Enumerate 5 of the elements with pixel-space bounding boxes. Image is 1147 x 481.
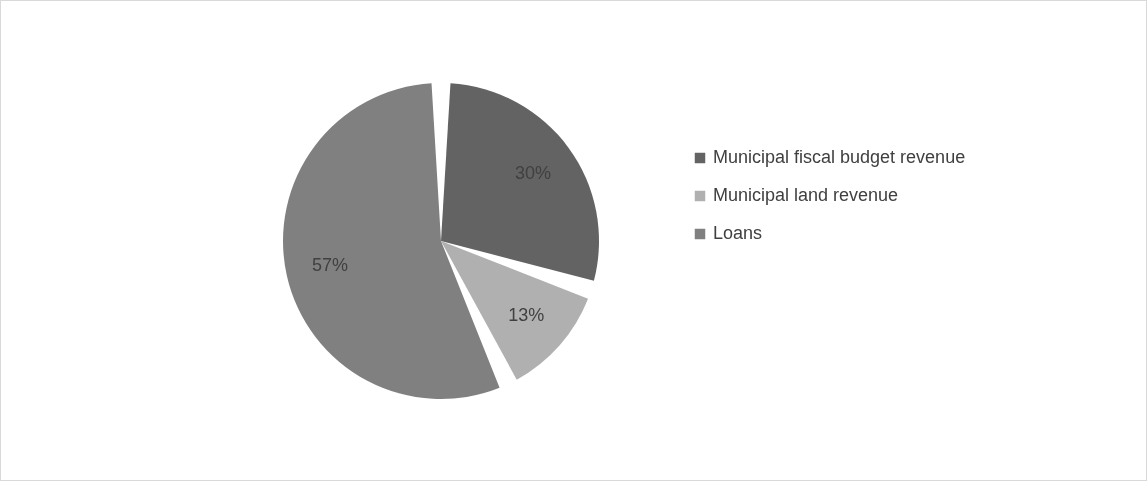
data-label: 57% bbox=[311, 254, 348, 275]
legend-label: Municipal fiscal budget revenue bbox=[713, 147, 966, 167]
legend-label: Municipal land revenue bbox=[713, 185, 899, 205]
data-label: 13% bbox=[508, 305, 545, 326]
legend-label: Loans bbox=[713, 223, 763, 243]
